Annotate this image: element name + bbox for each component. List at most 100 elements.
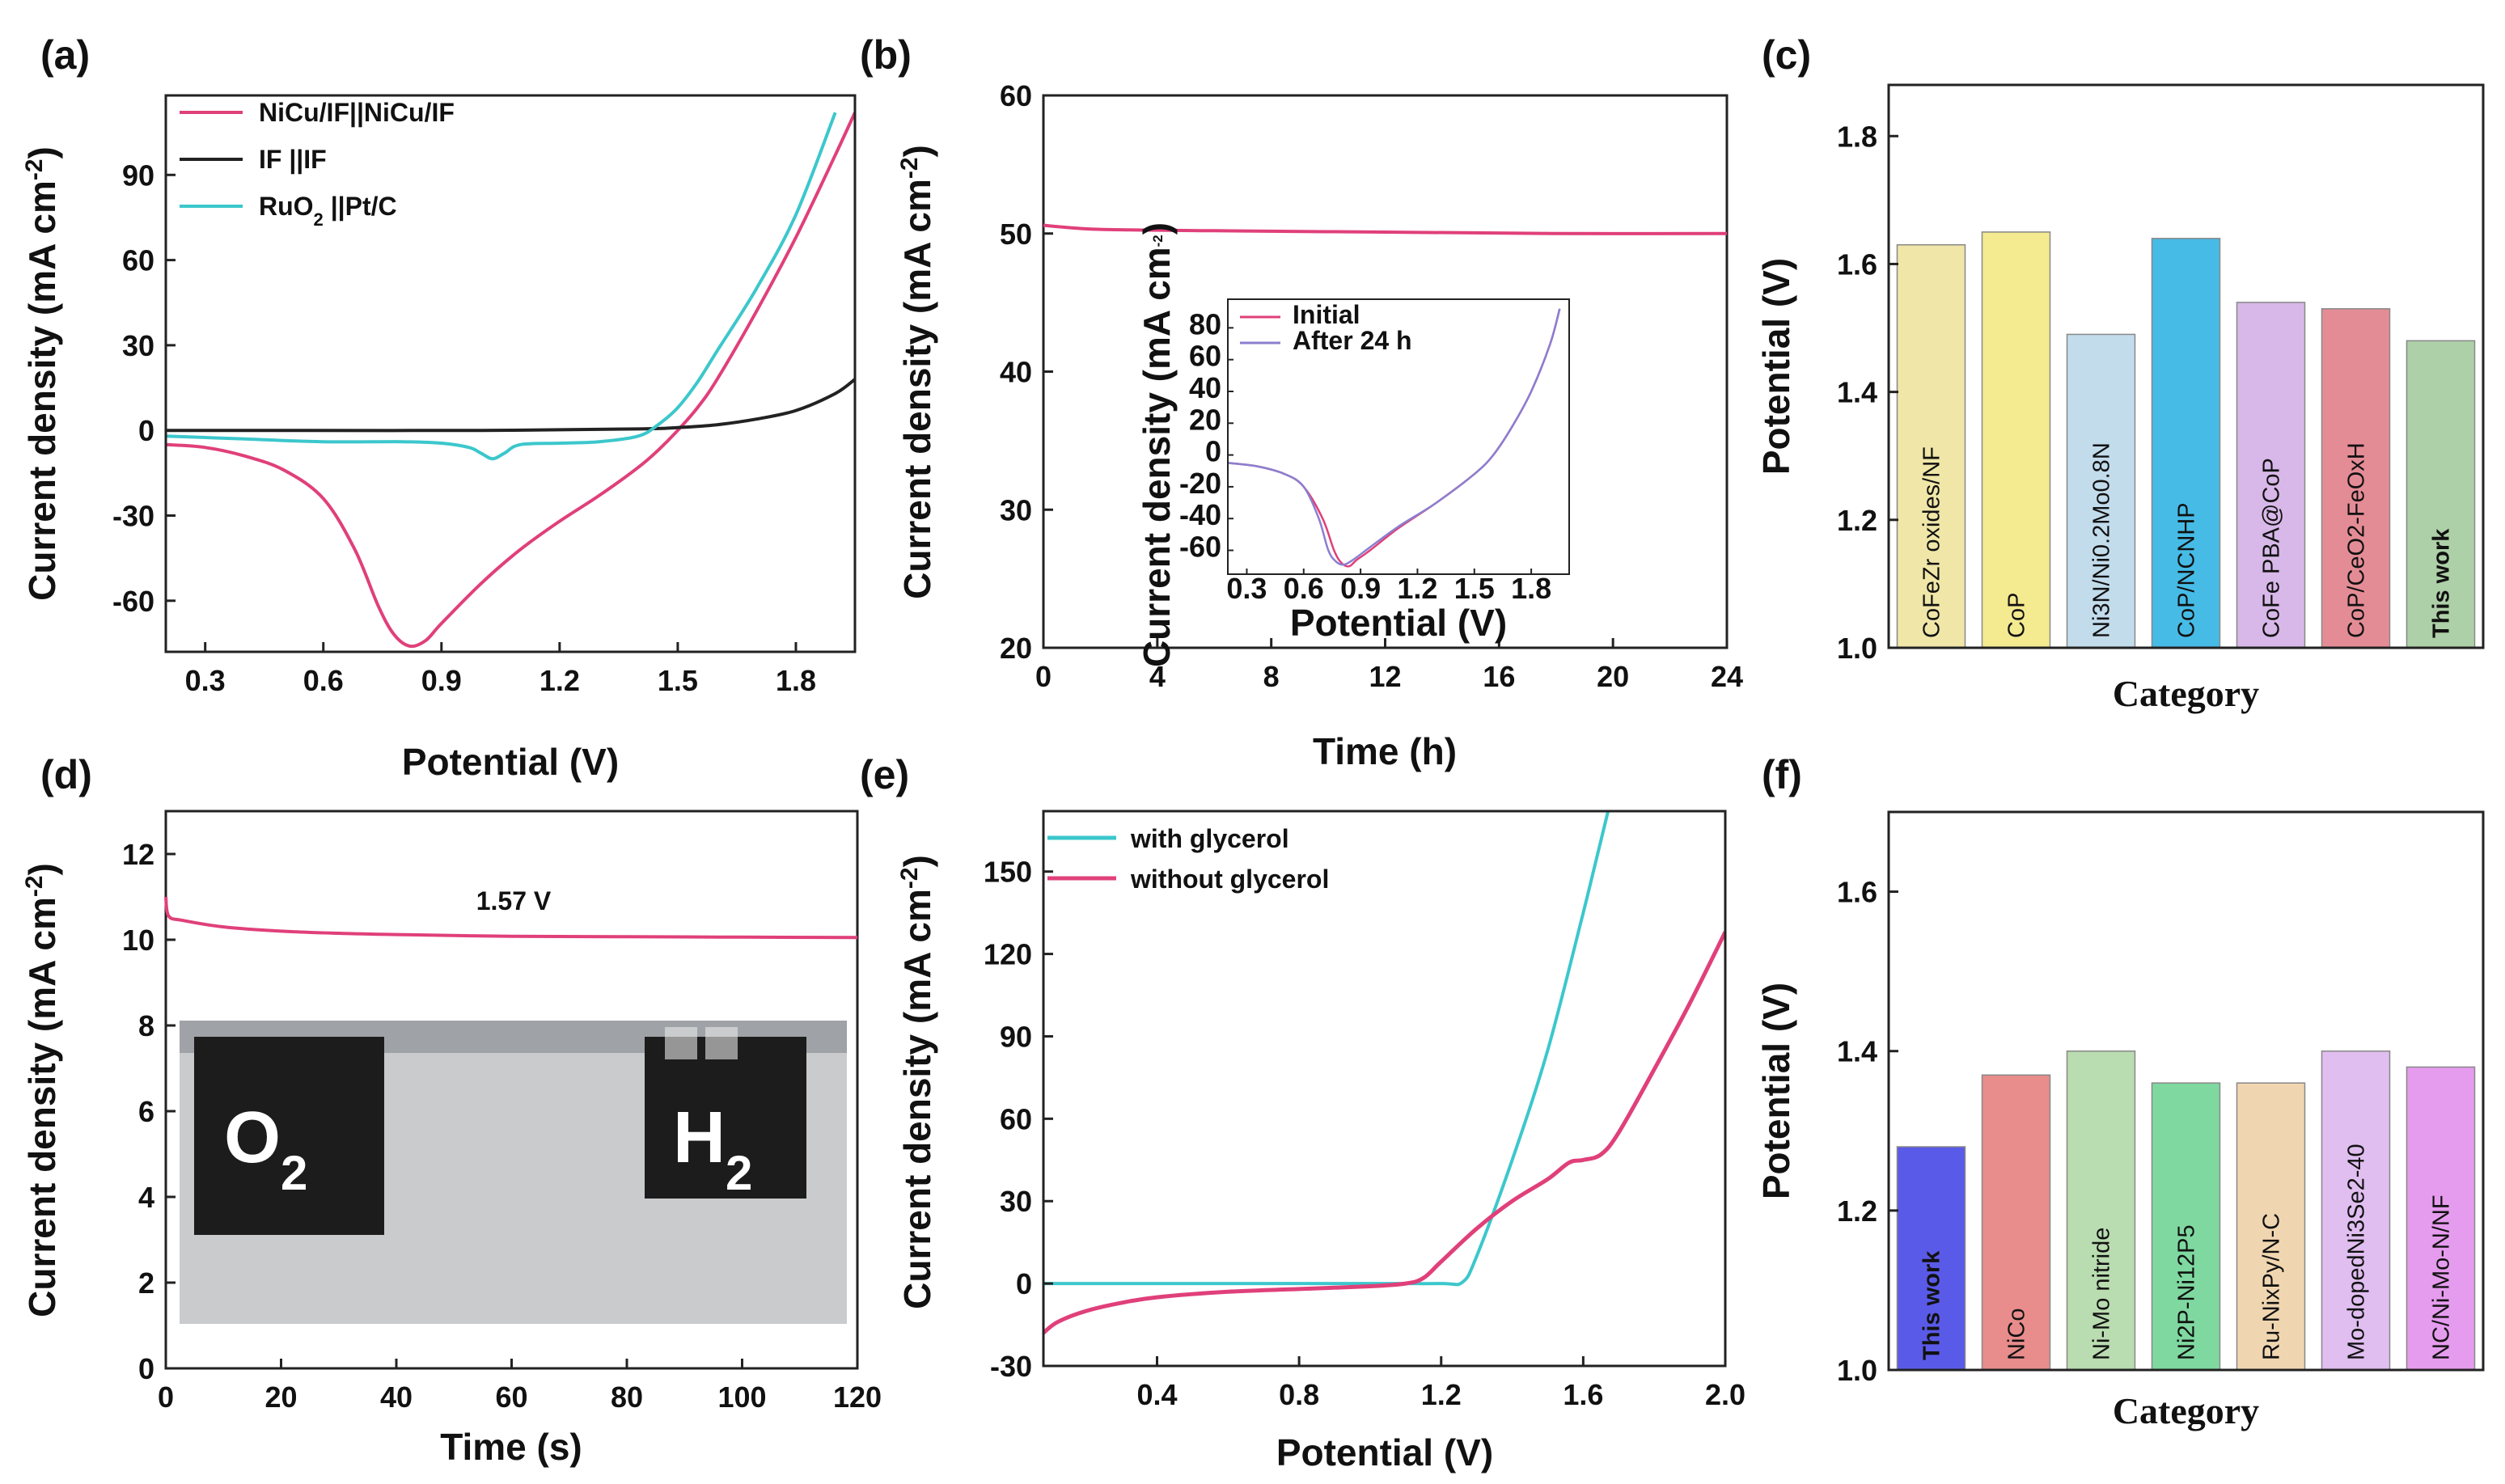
f-xlabel: Category	[2113, 1390, 2259, 1431]
d-series-line	[164, 896, 858, 940]
d-ytick-label: 4	[138, 1181, 154, 1214]
d-photo-electrode-left	[194, 1037, 384, 1235]
c-bar	[2406, 340, 2476, 649]
c-bar-label: CoP	[2004, 593, 2030, 638]
e-xtick-label: 2.0	[1705, 1378, 1745, 1411]
d-photo-bubble	[705, 1027, 738, 1059]
b-ytick-label: 20	[1000, 632, 1032, 665]
b-ylabel: Current density (mA cm-2)	[896, 145, 939, 599]
b-inset-ytick-label: -40	[1179, 498, 1221, 531]
b-inset-ytick-label: -20	[1179, 467, 1221, 500]
a-ytick-label: -60	[112, 585, 154, 618]
c-bar-label: CoFeZr oxides/NF	[1919, 446, 1945, 638]
b-xtick-label: 20	[1597, 660, 1629, 693]
c-ytick-label: 1.0	[1837, 632, 1877, 665]
b-xtick-label: 16	[1483, 660, 1515, 693]
panel-label: (d)	[40, 752, 92, 797]
f-ytick-label: 1.4	[1837, 1035, 1877, 1068]
a-ytick-label: 30	[122, 329, 154, 362]
e-ytick-label: -30	[990, 1350, 1032, 1383]
d-photo-label-o2: O2	[224, 1097, 307, 1200]
b-inset-series-group	[1228, 308, 1561, 568]
panel-label: (b)	[860, 32, 912, 78]
a-legend-label: NiCu/IF||NiCu/IF	[259, 98, 455, 127]
b-ytick-label: 50	[1000, 218, 1032, 251]
a-ylabel: Current density (mA cm-2)	[21, 146, 64, 601]
f-bar	[1981, 1074, 2051, 1371]
f-bar-label: NC/Ni-Mo-N/NF	[2429, 1194, 2455, 1360]
e-ytick-label: 0	[1016, 1267, 1032, 1300]
c-bar	[2066, 333, 2136, 649]
a-xtick-label: 0.3	[185, 664, 226, 697]
a-xtick-label: 0.6	[303, 664, 344, 697]
d-xlabel: Time (s)	[440, 1426, 582, 1468]
c-bar	[2236, 302, 2306, 649]
c-bar-label: CoP/CeO2-FeOxH	[2344, 442, 2370, 638]
a-xtick-label: 1.8	[776, 664, 816, 697]
e-xtick-label: 0.8	[1279, 1378, 1319, 1411]
b-inset-legend-label: Initial	[1293, 300, 1360, 329]
d-xtick-label: 20	[264, 1380, 297, 1414]
c-ytick-label: 1.6	[1837, 247, 1877, 281]
b-inset-frame	[1227, 298, 1570, 575]
panel-label: (a)	[40, 32, 90, 78]
c-bar-label: This work	[2429, 528, 2455, 638]
f-ytick-label: 1.2	[1837, 1194, 1877, 1228]
e-xlabel: Potential (V)	[1276, 1431, 1493, 1473]
a-xtick-label: 0.9	[421, 664, 462, 697]
a-frame	[164, 94, 857, 653]
c-ytick-label: 1.4	[1837, 376, 1877, 409]
a-xtick-label: 1.2	[540, 664, 580, 697]
f-ylabel: Potential (V)	[1755, 983, 1797, 1199]
b-xtick-label: 8	[1263, 660, 1280, 693]
d-photo-label-h2: H2	[673, 1097, 752, 1200]
d-photo-electrode-right	[645, 1037, 806, 1199]
a-series-line	[166, 378, 855, 433]
b-xlabel: Time (h)	[1313, 730, 1457, 772]
e-xtick-label: 0.4	[1136, 1378, 1177, 1411]
b-inset-xtick-label: 0.6	[1284, 572, 1324, 605]
d-ytick-label: 0	[138, 1352, 154, 1385]
a-ytick-label: 90	[122, 159, 154, 192]
c-bar-label: CoFe PBA@CoP	[2259, 458, 2285, 638]
e-xtick-label: 1.6	[1563, 1378, 1603, 1411]
b-inset-legend-label: After 24 h	[1293, 326, 1412, 355]
b-series-line	[1043, 223, 1728, 235]
e-legend-label: with glycerol	[1130, 824, 1289, 853]
f-bar-label: Ru-NixPy/N-C	[2259, 1213, 2285, 1360]
b-xtick-label: 12	[1369, 660, 1401, 693]
c-ytick-label: 1.8	[1837, 120, 1877, 153]
panel-label: (c)	[1762, 32, 1811, 78]
b-xtick-label: 0	[1035, 660, 1052, 693]
panel-label: (e)	[860, 752, 909, 797]
c-ylabel: Potential (V)	[1755, 258, 1797, 475]
d-xtick-label: 100	[717, 1380, 766, 1414]
b-inset-ytick-label: 20	[1189, 403, 1221, 436]
d-ytick-label: 2	[138, 1266, 154, 1300]
b-inset-ylabel: Current density (mA cm-2)	[1136, 222, 1178, 667]
e-ytick-label: 120	[984, 938, 1032, 971]
a-series-group	[166, 112, 855, 649]
b-inset-series-line	[1228, 308, 1561, 566]
c-xlabel: Category	[2113, 673, 2259, 714]
b-inset-ytick-label: 80	[1189, 307, 1221, 340]
c-bar-label: CoP/NCNHP	[2174, 502, 2200, 638]
f-bar-label: Ni2P-Ni12P5	[2174, 1224, 2200, 1360]
e-series-line	[1043, 811, 1610, 1287]
b-ytick-label: 60	[1000, 79, 1032, 112]
f-frame	[1887, 810, 2485, 1372]
d-photo-bubble	[665, 1027, 697, 1059]
a-series-line	[166, 112, 837, 461]
a-legend-label: RuO2 ||Pt/C	[259, 192, 397, 230]
b-inset-xtick-label: 1.5	[1454, 572, 1495, 605]
b-inset-ytick-label: 0	[1205, 435, 1221, 468]
e-xtick-label: 1.2	[1421, 1378, 1462, 1411]
b-ytick-label: 40	[1000, 356, 1032, 389]
d-annotation: 1.57 V	[476, 886, 552, 915]
b-xtick-label: 4	[1149, 660, 1166, 693]
a-series-line	[166, 112, 855, 649]
f-bar-label: This work	[1919, 1250, 1945, 1360]
d-ylabel: Current density (mA cm-2)	[21, 863, 64, 1317]
c-bar	[2321, 308, 2391, 649]
